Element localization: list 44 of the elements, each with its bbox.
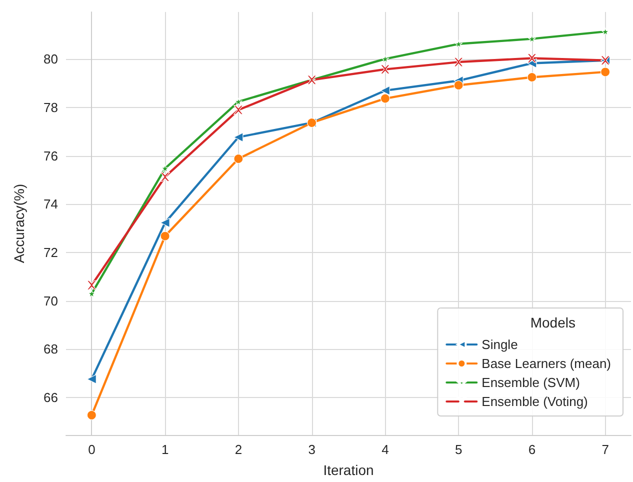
point [527,72,537,82]
y-axis-title: Accuracy(%) [11,184,27,264]
point [234,154,244,164]
x-tick-label: 4 [382,442,389,457]
point [160,231,170,241]
point [86,280,96,290]
x-tick-label: 2 [234,442,242,457]
legend-label: Ensemble (SVM) [482,375,580,390]
y-tick-label: 70 [44,293,58,308]
legend-title: Models [530,314,576,330]
x-tick-label: 5 [454,442,462,457]
y-tick-label: 74 [44,196,58,212]
point [234,98,242,106]
x-tick-label: 0 [88,442,96,457]
point [381,55,389,63]
y-tick-label: 76 [44,148,58,164]
point [454,57,464,67]
y-tick-label: 80 [44,52,58,67]
point [160,172,170,182]
point [380,94,390,104]
x-tick-label: 6 [528,442,536,457]
point [160,218,170,228]
point [527,53,537,63]
y-tick-label: 78 [44,100,58,115]
y-tick-label: 68 [44,342,58,357]
point [86,410,96,420]
y-tick-label: 66 [44,390,58,406]
x-tick-label: 7 [602,442,609,457]
x-tick-label: 3 [308,442,316,457]
point [528,35,536,43]
point [380,64,390,74]
legend-label: Single [482,337,518,352]
legend-label: Ensemble (Voting) [482,394,588,409]
point [380,86,390,96]
x-axis-title: Iteration [323,462,374,478]
point [234,132,244,142]
y-tick-label: 72 [44,245,58,260]
point [234,105,244,115]
legend-label: Base Learners (mean) [482,356,612,371]
point [454,80,464,90]
point [86,374,96,384]
point [600,67,610,77]
point [161,164,169,172]
x-tick-label: 1 [161,442,169,457]
